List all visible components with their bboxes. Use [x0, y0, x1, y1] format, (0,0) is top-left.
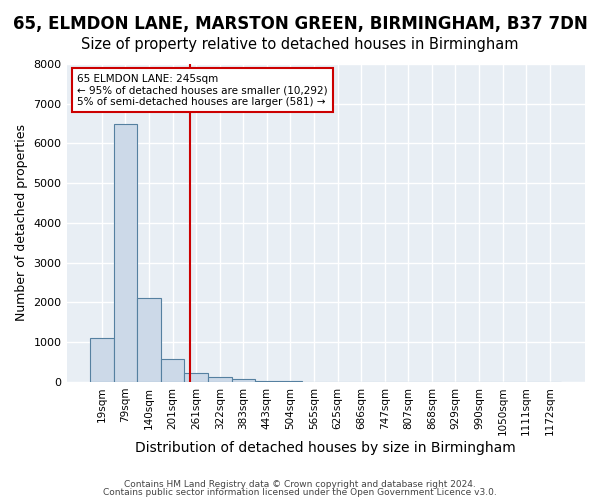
- Bar: [161, 359, 184, 382]
- Y-axis label: Number of detached properties: Number of detached properties: [15, 124, 28, 322]
- Text: 65 ELMDON LANE: 245sqm
← 95% of detached houses are smaller (10,292)
5% of semi-: 65 ELMDON LANE: 245sqm ← 95% of detached…: [77, 74, 328, 106]
- Bar: [113, 124, 137, 382]
- X-axis label: Distribution of detached houses by size in Birmingham: Distribution of detached houses by size …: [136, 441, 516, 455]
- Text: Size of property relative to detached houses in Birmingham: Size of property relative to detached ho…: [81, 38, 519, 52]
- Bar: [255, 380, 278, 382]
- Text: 65, ELMDON LANE, MARSTON GREEN, BIRMINGHAM, B37 7DN: 65, ELMDON LANE, MARSTON GREEN, BIRMINGH…: [13, 15, 587, 33]
- Bar: [90, 338, 113, 382]
- Bar: [208, 377, 232, 382]
- Bar: [137, 298, 161, 382]
- Text: Contains HM Land Registry data © Crown copyright and database right 2024.: Contains HM Land Registry data © Crown c…: [124, 480, 476, 489]
- Bar: [184, 372, 208, 382]
- Text: Contains public sector information licensed under the Open Government Licence v3: Contains public sector information licen…: [103, 488, 497, 497]
- Bar: [232, 379, 255, 382]
